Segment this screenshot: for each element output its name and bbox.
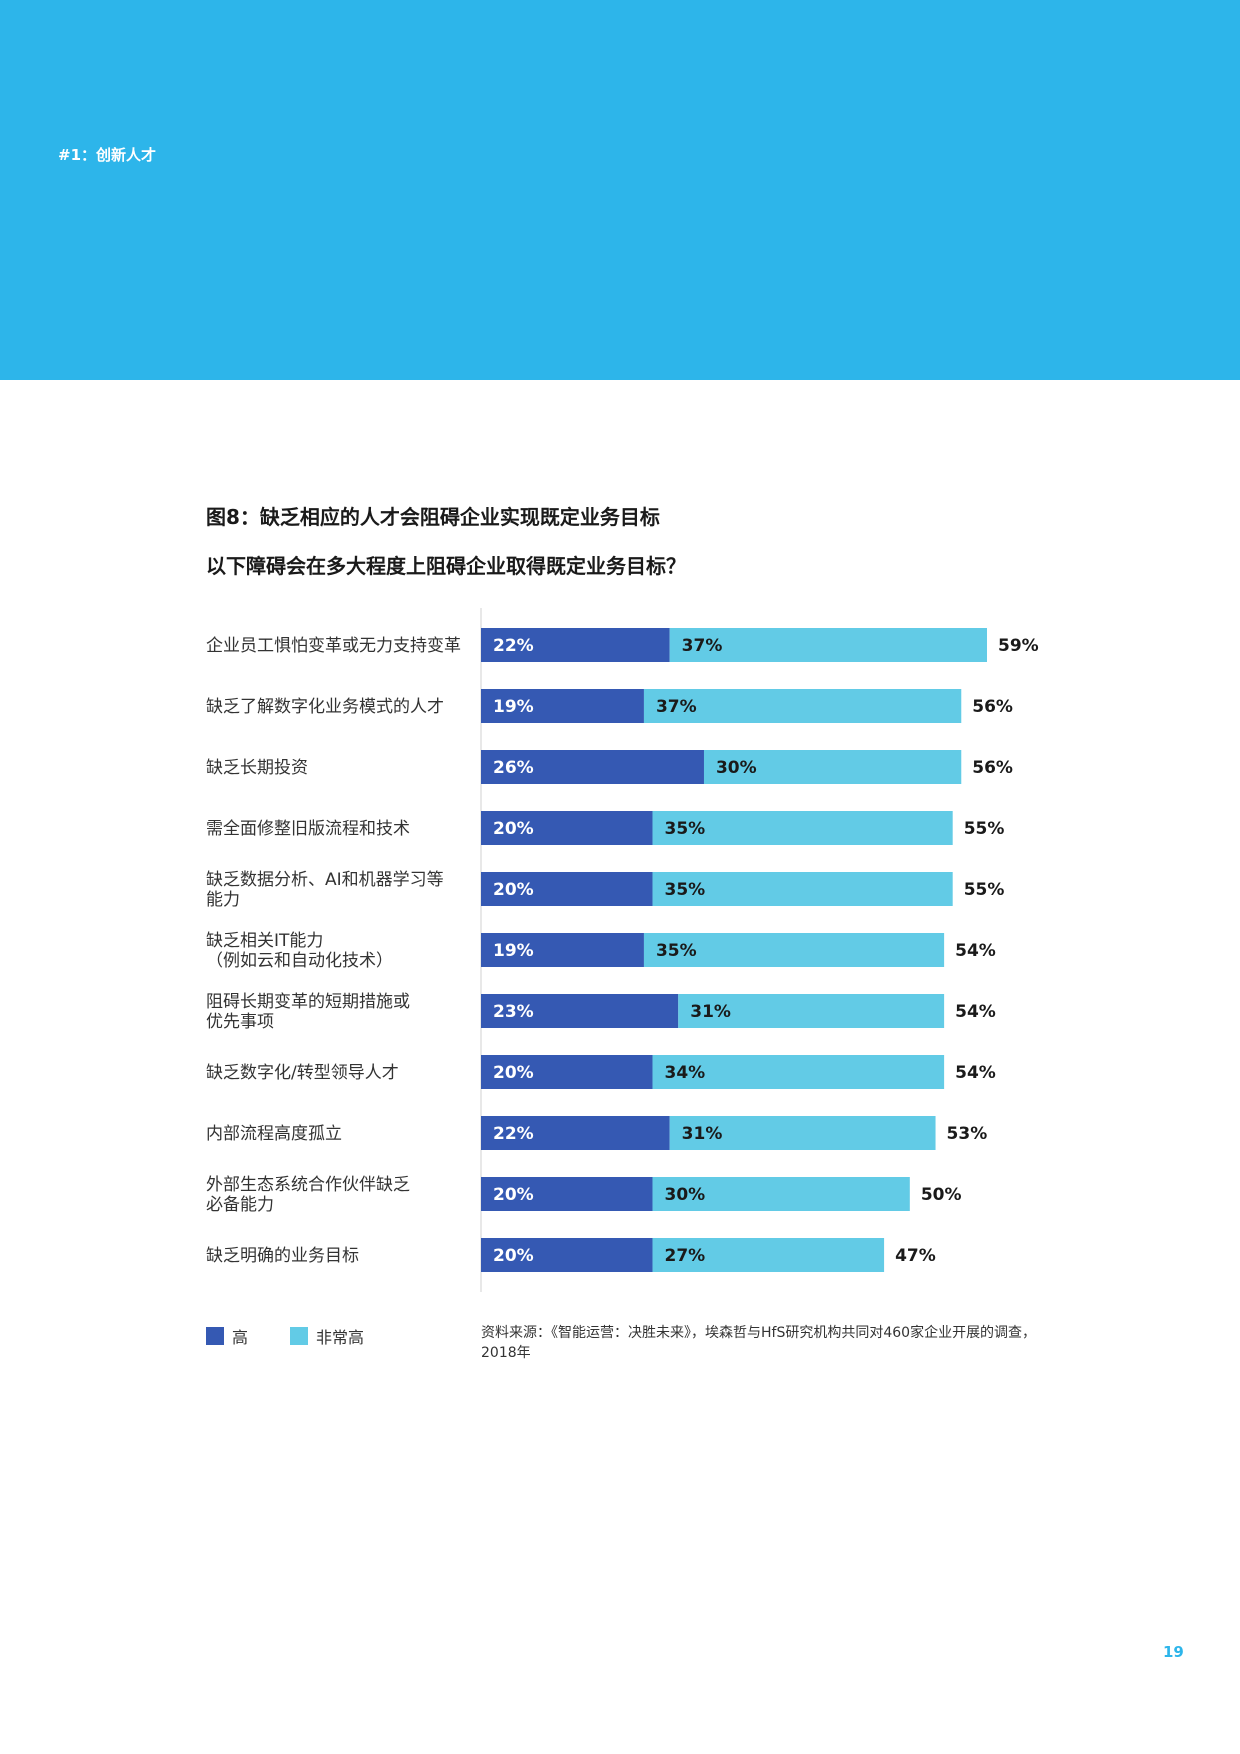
bar-label-very-high: 30% bbox=[665, 1185, 706, 1205]
total-label: 55% bbox=[964, 880, 1005, 900]
legend-label-high: 高 bbox=[232, 1328, 249, 1347]
bar-high bbox=[481, 872, 653, 906]
total-label: 54% bbox=[955, 941, 996, 961]
bar-high bbox=[481, 689, 644, 723]
bar-very-high bbox=[652, 1177, 910, 1211]
total-label: 47% bbox=[895, 1246, 936, 1266]
legend-swatch-very-high bbox=[290, 1327, 309, 1345]
bar-very-high bbox=[669, 628, 987, 662]
category-label: 缺乏数字化/转型领导人才 bbox=[206, 1063, 399, 1083]
bar-label-high: 20% bbox=[493, 1063, 534, 1083]
bar-very-high bbox=[652, 1238, 885, 1272]
legend-item-very-high: 非常高 bbox=[290, 1324, 364, 1348]
category-label: 需全面修整旧版流程和技术 bbox=[206, 819, 410, 839]
bar-label-high: 20% bbox=[493, 880, 534, 900]
bar-very-high bbox=[643, 933, 945, 967]
bar-label-high: 19% bbox=[493, 941, 534, 961]
category-label: 阻碍长期变革的短期措施或优先事项 bbox=[206, 992, 410, 1032]
figure-title: 图8：缺乏相应的人才会阻碍企业实现既定业务目标 bbox=[206, 505, 660, 529]
bar-high bbox=[481, 1238, 653, 1272]
bar-label-high: 20% bbox=[493, 1246, 534, 1266]
bar-label-very-high: 35% bbox=[665, 819, 706, 839]
bar-label-very-high: 31% bbox=[690, 1002, 731, 1022]
bar-high bbox=[481, 811, 653, 845]
category-label: 内部流程高度孤立 bbox=[206, 1124, 342, 1144]
legend-swatch-high bbox=[206, 1327, 224, 1345]
category-label: 缺乏数据分析、AI和机器学习等能力 bbox=[206, 870, 444, 910]
category-label: 企业员工惧怕变革或无力支持变革 bbox=[206, 636, 461, 656]
bar-label-very-high: 37% bbox=[682, 636, 723, 656]
bar-label-high: 22% bbox=[493, 1124, 534, 1144]
bar-very-high bbox=[652, 811, 953, 845]
bar-high bbox=[481, 1055, 653, 1089]
bar-high bbox=[481, 1177, 653, 1211]
category-label: 缺乏明确的业务目标 bbox=[206, 1246, 359, 1266]
bar-label-high: 22% bbox=[493, 636, 534, 656]
bar-label-very-high: 35% bbox=[656, 941, 697, 961]
bar-very-high bbox=[643, 689, 962, 723]
source-note: 资料来源：《智能运营：决胜未来》，埃森哲与HfS研究机构共同对460家企业开展的… bbox=[481, 1325, 1037, 1361]
total-label: 59% bbox=[998, 636, 1039, 656]
header-band bbox=[0, 0, 1240, 380]
stacked-bar-chart: 企业员工惧怕变革或无力支持变革 22% 37% 59% 缺乏了解数字化业务模式的人才 19… bbox=[206, 608, 1039, 1292]
bar-label-very-high: 31% bbox=[682, 1124, 723, 1144]
bar-label-very-high: 35% bbox=[665, 880, 706, 900]
category-label: 缺乏相关IT能力（例如云和自动化技术） bbox=[206, 931, 393, 971]
bar-label-very-high: 27% bbox=[665, 1246, 706, 1266]
bar-label-very-high: 34% bbox=[665, 1063, 706, 1083]
bar-very-high bbox=[678, 994, 945, 1028]
bar-label-very-high: 37% bbox=[656, 697, 697, 717]
category-label: 缺乏了解数字化业务模式的人才 bbox=[206, 697, 444, 717]
category-label: 外部生态系统合作伙伴缺乏必备能力 bbox=[206, 1175, 410, 1215]
total-label: 54% bbox=[955, 1063, 996, 1083]
page-number: 19 bbox=[1163, 1643, 1184, 1661]
legend: 高 非常高 bbox=[206, 1324, 406, 1348]
bar-very-high bbox=[652, 1055, 945, 1089]
bar-high bbox=[481, 933, 644, 967]
figure-question: 以下障碍会在多大程度上阻碍企业取得既定业务目标？ bbox=[206, 554, 686, 578]
bar-label-high: 23% bbox=[493, 1002, 534, 1022]
bar-very-high bbox=[652, 872, 953, 906]
category-label: 缺乏长期投资 bbox=[206, 758, 308, 778]
bar-label-high: 26% bbox=[493, 758, 534, 778]
bar-label-high: 20% bbox=[493, 1185, 534, 1205]
bar-label-high: 19% bbox=[493, 697, 534, 717]
total-label: 56% bbox=[972, 697, 1013, 717]
bar-label-high: 20% bbox=[493, 819, 534, 839]
legend-label-very-high: 非常高 bbox=[316, 1328, 365, 1347]
bar-high bbox=[481, 994, 679, 1028]
section-label: #1：创新人才 bbox=[58, 146, 157, 164]
bar-very-high bbox=[703, 750, 962, 784]
bar-high bbox=[481, 1116, 670, 1150]
bar-label-very-high: 30% bbox=[716, 758, 757, 778]
bar-high bbox=[481, 750, 704, 784]
total-label: 56% bbox=[972, 758, 1013, 778]
bar-high bbox=[481, 628, 670, 662]
bar-very-high bbox=[669, 1116, 936, 1150]
legend-item-high: 高 bbox=[206, 1324, 248, 1348]
total-label: 53% bbox=[947, 1124, 988, 1144]
total-label: 55% bbox=[964, 819, 1005, 839]
total-label: 50% bbox=[921, 1185, 962, 1205]
total-label: 54% bbox=[955, 1002, 996, 1022]
